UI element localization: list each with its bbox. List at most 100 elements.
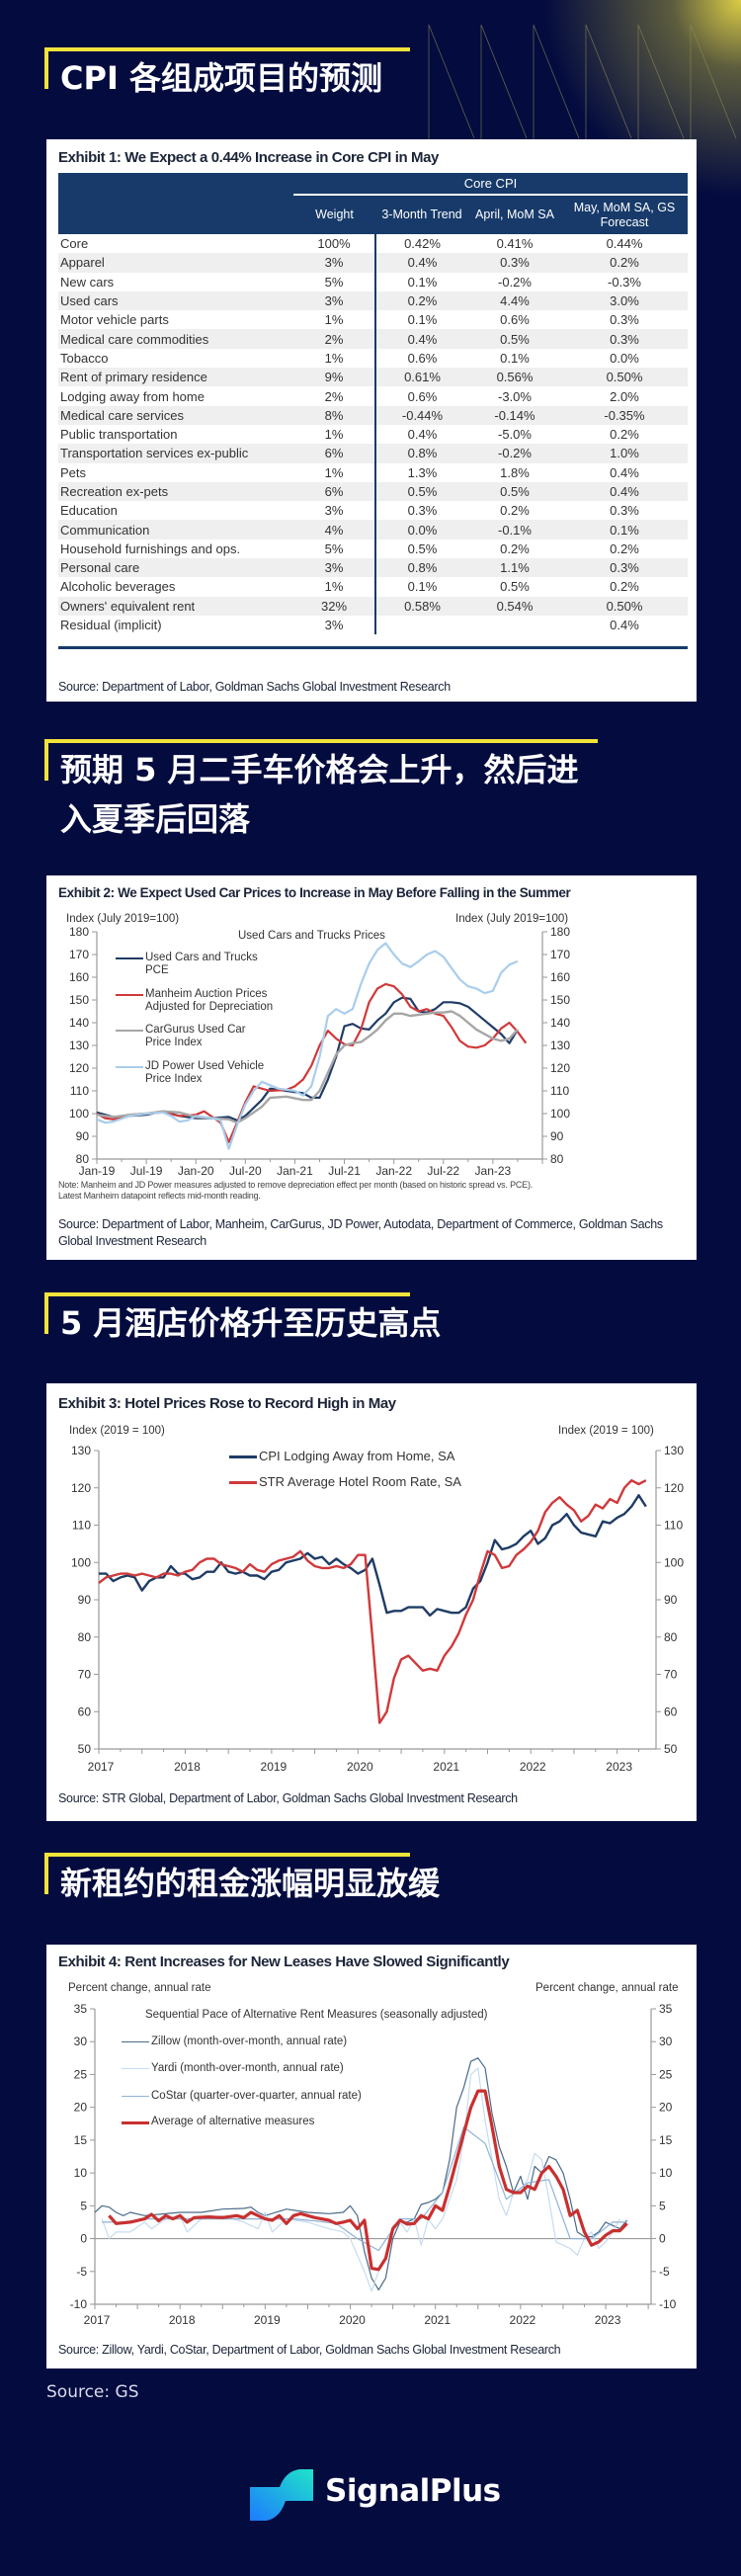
table-cell: 0.4%	[375, 329, 468, 349]
section-heading-text: 5 月酒店价格升至历史高点	[60, 1304, 442, 1342]
x-tick-label: Jan-22	[375, 1164, 412, 1178]
series-line-cpi-lodging-away-from-home-sa	[99, 1494, 647, 1618]
table-cell: -0.35%	[561, 405, 688, 425]
y-tick-label-right: -10	[659, 2297, 677, 2311]
table-cell: 4.4%	[468, 291, 561, 311]
table-cell: -0.1%	[468, 520, 561, 540]
table-cell: 0.1%	[407, 579, 438, 595]
x-tick-label: 2018	[174, 1760, 201, 1774]
table-cell: 9%	[293, 368, 376, 387]
y-tick-label-left: 120	[71, 1481, 91, 1495]
y-tick-label-right: 80	[664, 1630, 678, 1644]
row-label: Education	[60, 503, 118, 519]
hotel-prices-chart: 50 50 60 60 70 70 80 80 90 90 100 100 110 110 120 120 13…	[71, 1444, 684, 1774]
y-tick-label-left: 100	[69, 1107, 89, 1121]
table-cell: 3%	[293, 501, 376, 521]
exhibit-3-card: 50 50 60 60 70 70 80 80 90 90 100 100 110 110 120 120 13…	[46, 1383, 697, 1821]
y-tick-label-left: 170	[69, 948, 89, 961]
series-line-average-of-alternative-measures	[108, 2089, 628, 2272]
y-tick-label-left: 90	[78, 1593, 92, 1607]
chart-note: Note: Manheim and JD Power measures adju…	[58, 1180, 534, 1201]
y-tick-label-right: 30	[659, 2035, 673, 2048]
x-tick-label: Jul-21	[328, 1164, 361, 1178]
x-tick-label: 2022	[520, 1760, 546, 1774]
column-header: May, MoM SA, GS Forecast	[561, 195, 688, 234]
table-row: Alcoholic beverages 1% 0.1% 0.5% 0.2%	[58, 577, 688, 597]
row-label: Medical care services	[58, 405, 293, 425]
table-cell: 0.50%	[561, 596, 688, 616]
core-cpi-table: Core CPI Weight 3-Month Trend April, MoM…	[58, 173, 688, 635]
table-cell: 4%	[293, 520, 376, 540]
x-tick-label: 2021	[433, 1760, 459, 1774]
row-label: Owners' equivalent rent	[58, 596, 293, 616]
table-cell: 0.2%	[610, 579, 639, 595]
table-cell: -0.44%	[375, 405, 468, 425]
row-label: Motor vehicle parts	[60, 312, 169, 328]
column-header: Weight	[293, 195, 375, 234]
row-label: Apparel	[58, 253, 293, 273]
section-heading-text: 预期 5 月二手车价格会上升，然后进	[60, 751, 579, 789]
row-label: Communication	[58, 520, 293, 540]
y-tick-label-right: 25	[659, 2067, 673, 2081]
x-tick-label: 2020	[347, 1760, 373, 1774]
y-tick-label-left: 160	[69, 970, 89, 984]
x-tick-label: Jan-20	[178, 1164, 214, 1178]
y-tick-label-right: 60	[664, 1704, 678, 1718]
table-row: New cars 5% 0.1% -0.2% -0.3%	[58, 272, 688, 291]
exhibit-source: Source: Zillow, Yardi, CoStar, Departmen…	[58, 2343, 561, 2357]
y-tick-label-left: 110	[72, 1519, 91, 1533]
row-label: Rent of primary residence	[58, 368, 293, 387]
exhibit-2-card: 80 80 90 90 100 100 110 110 120 120 130 130 140 140 15…	[46, 875, 697, 1260]
row-label: Used cars	[58, 291, 293, 311]
table-row: Used cars 3% 0.2% 4.4% 3.0%	[58, 291, 688, 311]
exhibit-title: Exhibit 4: Rent Increases for New Leases…	[58, 1953, 510, 1970]
table-cell: 5%	[293, 539, 376, 559]
y-axis-title-right: Index (2019 = 100)	[558, 1425, 654, 1437]
table-cell: 0.6%	[407, 388, 438, 404]
row-label: Public transportation	[60, 427, 178, 443]
y-tick-label-right: 10	[659, 2166, 673, 2180]
section-heading-text-line2: 入夏季后回落	[60, 800, 251, 838]
column-header: April, MoM SA	[468, 195, 561, 234]
table-row: Owners' equivalent rent 32% 0.58% 0.54% 0.50…	[58, 596, 688, 616]
table-cell: 5%	[293, 272, 376, 291]
y-tick-label-right: -5	[659, 2265, 670, 2279]
row-label: Alcoholic beverages	[60, 579, 176, 595]
table-cell: 3%	[293, 615, 376, 635]
y-tick-label-left: 130	[69, 1039, 89, 1052]
table-cell: 0.4%	[610, 618, 639, 633]
y-tick-label-left: 150	[69, 993, 89, 1007]
table-row: Residual (implicit) 3% 0.4%	[58, 615, 688, 635]
row-label: Lodging away from home	[60, 388, 205, 404]
table-cell: -0.2%	[468, 444, 561, 463]
x-tick-label: Jul-20	[229, 1164, 262, 1178]
y-tick-label-right: 110	[550, 1084, 569, 1098]
y-tick-label-right: 5	[659, 2199, 666, 2212]
x-tick-label: Jan-23	[475, 1164, 512, 1178]
table-cell: -0.14%	[468, 405, 561, 425]
y-tick-label-right: 120	[550, 1061, 570, 1075]
table-cell: 0.2%	[610, 540, 639, 556]
y-axis-title-left: Index (July 2019=100)	[66, 913, 180, 925]
y-tick-label-right: 50	[664, 1742, 678, 1756]
y-tick-label-left: -5	[76, 2265, 87, 2279]
y-axis-title-left: Index (2019 = 100)	[69, 1425, 165, 1437]
y-tick-label-right: 140	[550, 1016, 570, 1030]
table-cell: 3%	[293, 291, 376, 311]
table-cell: 0.5%	[468, 329, 561, 349]
signalplus-logo-icon	[250, 2469, 313, 2521]
table-cell: 1%	[293, 462, 376, 482]
table-bottom-rule	[58, 646, 688, 649]
signalplus-logo: SignalPlus	[250, 2465, 507, 2525]
y-tick-label-left: 20	[74, 2101, 88, 2115]
table-cell: 0.3%	[561, 329, 688, 349]
y-tick-label-left: 35	[74, 2002, 88, 2016]
x-tick-label: 2017	[88, 1760, 115, 1774]
table-cell: 0.5%	[468, 481, 561, 502]
y-tick-label-right: 90	[664, 1593, 678, 1607]
table-cell: 0.4%	[375, 253, 468, 273]
x-tick-label: 2020	[339, 2313, 366, 2327]
row-label: Tobacco	[60, 350, 109, 366]
row-label: Medical care commodities	[58, 329, 293, 349]
